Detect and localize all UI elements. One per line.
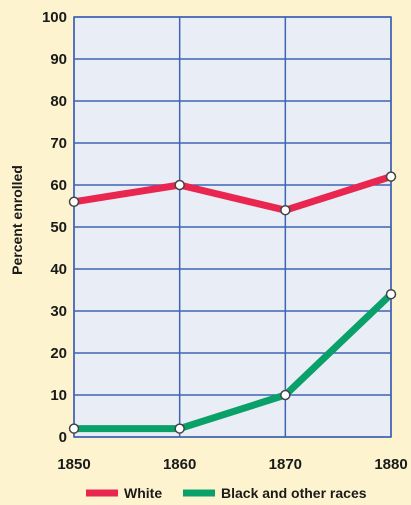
y-tick-label: 30	[50, 303, 67, 320]
x-tick-label: 1880	[374, 456, 407, 473]
grid-lines	[73, 16, 392, 438]
data-point	[385, 171, 397, 182]
y-tick-label: 60	[50, 177, 67, 194]
y-tick-label: 80	[50, 93, 67, 110]
y-tick-labels: 0 10 20 30 40 50 60 70 80 90 100	[42, 9, 67, 446]
x-tick-labels: 1850 1860 1870 1880	[57, 456, 407, 473]
y-tick-label: 90	[50, 51, 67, 68]
legend-label: Black and other races	[221, 485, 367, 501]
series-line	[70, 290, 395, 433]
y-tick-label: 70	[50, 135, 67, 152]
y-tick-label: 0	[59, 429, 67, 446]
legend: White Black and other races	[86, 485, 367, 501]
y-tick-label: 100	[42, 9, 67, 26]
data-point	[174, 423, 185, 434]
x-tick-label: 1860	[163, 456, 196, 473]
data-point	[174, 179, 185, 191]
y-axis-title: Percent enrolled	[9, 165, 25, 275]
y-tick-label: 40	[50, 261, 67, 278]
data-point	[385, 288, 397, 300]
data-point	[68, 423, 80, 434]
legend-label: White	[124, 485, 162, 501]
y-tick-label: 10	[50, 387, 67, 404]
series-lines	[68, 171, 397, 434]
data-point	[280, 204, 291, 216]
y-tick-label: 50	[50, 219, 67, 236]
y-tick-label: 20	[50, 345, 67, 362]
series-line	[70, 173, 395, 214]
data-point	[68, 196, 80, 208]
data-point	[280, 389, 291, 401]
x-tick-label: 1850	[57, 456, 90, 473]
x-tick-label: 1870	[269, 456, 302, 473]
